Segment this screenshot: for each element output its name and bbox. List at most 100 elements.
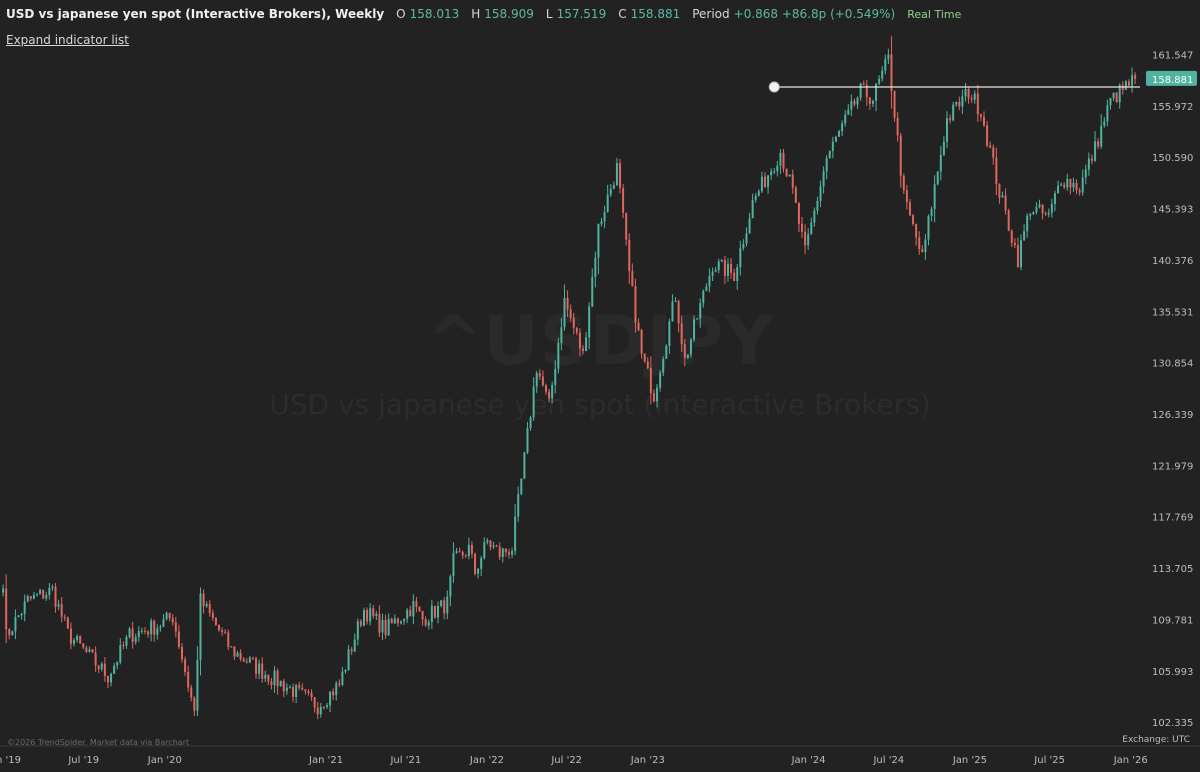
- candle: [51, 584, 54, 591]
- candle-body: [415, 601, 418, 607]
- candle-body: [381, 619, 384, 633]
- candle-body: [187, 672, 190, 688]
- candle: [180, 642, 183, 663]
- candle: [11, 630, 14, 636]
- candle: [341, 666, 344, 687]
- candle: [908, 199, 911, 217]
- candle: [421, 610, 424, 626]
- candle: [612, 181, 615, 190]
- candle-body: [1124, 81, 1127, 90]
- candle: [1097, 138, 1100, 150]
- candle-body: [79, 636, 82, 644]
- candle: [763, 172, 766, 188]
- candle-body: [828, 150, 831, 159]
- candle: [788, 174, 791, 177]
- candle-body: [871, 100, 874, 104]
- candle: [711, 267, 714, 281]
- candle-body: [298, 685, 301, 688]
- candle-body: [896, 117, 899, 136]
- candle: [834, 135, 837, 142]
- candle: [538, 369, 541, 380]
- candle-body: [20, 613, 23, 616]
- candle: [400, 620, 403, 625]
- candle: [1131, 67, 1134, 93]
- candle-body: [504, 548, 507, 553]
- candle-body: [945, 118, 948, 142]
- candle-body: [551, 384, 554, 399]
- candle-body: [242, 659, 245, 662]
- candle-body: [807, 234, 810, 246]
- candle-body: [720, 260, 723, 262]
- realtime-badge[interactable]: Real Time: [907, 8, 962, 21]
- candle: [1060, 182, 1063, 187]
- candle: [1023, 224, 1026, 241]
- candle-body: [424, 619, 427, 626]
- candle-body: [544, 385, 547, 392]
- candle: [748, 212, 751, 234]
- candle-body: [39, 589, 42, 595]
- candle-body: [841, 123, 844, 132]
- candle-body: [14, 617, 17, 632]
- candle: [424, 616, 427, 627]
- candle-body: [850, 100, 853, 110]
- candle-body: [1069, 178, 1072, 188]
- candle-body: [637, 322, 640, 331]
- candle: [1075, 179, 1078, 195]
- candle: [1044, 211, 1047, 216]
- candle-body: [763, 176, 766, 187]
- candle-body: [1084, 169, 1087, 178]
- candle: [384, 614, 387, 639]
- candle: [224, 629, 227, 635]
- low-value: 157.519: [556, 7, 607, 21]
- candle: [483, 537, 486, 560]
- candle-body: [733, 272, 736, 281]
- candle-body: [594, 257, 597, 277]
- candle: [239, 649, 242, 662]
- candle: [5, 574, 8, 644]
- candle-body: [1050, 203, 1053, 213]
- candle-body: [1066, 178, 1069, 188]
- expand-indicator-list-link[interactable]: Expand indicator list: [6, 33, 129, 47]
- candle: [236, 650, 239, 658]
- candle-body: [461, 551, 464, 556]
- candle: [1047, 208, 1050, 218]
- candle-body: [82, 643, 85, 648]
- candle-body: [301, 687, 304, 690]
- candle-body: [258, 663, 261, 674]
- candle: [85, 645, 88, 653]
- candle-body: [353, 639, 356, 652]
- y-tick-label: 117.769: [1152, 513, 1193, 524]
- candle-body: [446, 596, 449, 614]
- candle-body: [221, 630, 224, 632]
- candle-body: [11, 631, 14, 636]
- candle: [76, 634, 79, 643]
- candle: [276, 668, 279, 695]
- candle: [57, 599, 60, 611]
- candle: [362, 607, 365, 627]
- y-tick-label: 140.376: [1152, 256, 1193, 267]
- candle: [779, 149, 782, 174]
- candle: [557, 337, 560, 374]
- candle-body: [1094, 141, 1097, 161]
- candle: [295, 683, 298, 703]
- candle-body: [588, 306, 591, 338]
- candle-body: [29, 596, 32, 599]
- candle: [773, 167, 776, 175]
- candle: [489, 540, 492, 551]
- candle: [1066, 173, 1069, 191]
- candle: [344, 669, 347, 674]
- candle-body: [520, 478, 523, 495]
- candle-body: [1053, 193, 1056, 204]
- candle: [480, 555, 483, 577]
- candle: [989, 141, 992, 149]
- candle: [884, 54, 887, 75]
- candle-body: [338, 683, 341, 685]
- candle-body: [1032, 212, 1035, 215]
- candle: [378, 605, 381, 637]
- candle-body: [143, 630, 146, 632]
- price-axis: 161.547 155.972 150.590 145.393 140.376 135.5…: [1146, 51, 1197, 729]
- candle-body: [689, 339, 692, 355]
- candle: [760, 171, 763, 194]
- candle: [791, 169, 794, 194]
